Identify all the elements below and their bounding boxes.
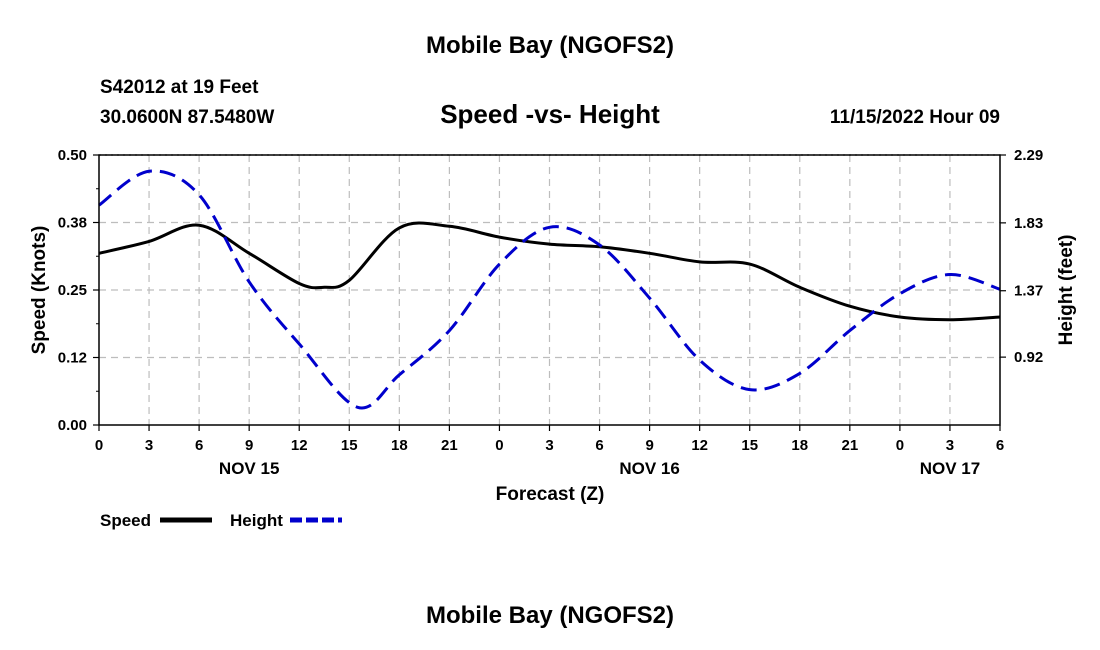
date-label: NOV 15 <box>219 459 279 478</box>
legend-height-label: Height <box>230 511 283 530</box>
x-tick-label: 12 <box>691 437 708 454</box>
x-tick-label: 0 <box>95 437 103 454</box>
x-tick-label: 6 <box>996 437 1004 454</box>
footer-title: Mobile Bay (NGOFS2) <box>425 602 675 629</box>
series-line-speed <box>98 221 1001 322</box>
date-label: NOV 16 <box>619 459 679 478</box>
y-tick-label-right: 0.92 <box>1014 349 1043 366</box>
grid <box>99 154 1000 425</box>
x-tick-label: 21 <box>841 437 858 454</box>
x-tick-label: 18 <box>791 437 808 454</box>
station-label: S42012 at 19 Feet <box>100 77 259 98</box>
chart-title: Mobile Bay (NGOFS2) <box>425 32 675 59</box>
x-tick-label: 3 <box>145 437 153 454</box>
x-tick-label: 0 <box>495 437 503 454</box>
y-tick-label-left: 0.12 <box>58 350 87 367</box>
x-tick-label: 6 <box>595 437 603 454</box>
y-axis-label-right: Height (feet) <box>1056 235 1077 346</box>
x-tick-label: 6 <box>195 437 203 454</box>
x-axis-label: Forecast (Z) <box>496 484 605 505</box>
y-tick-label-right: 1.83 <box>1014 215 1043 232</box>
date-label: NOV 17 <box>920 459 980 478</box>
x-tick-label: 21 <box>441 437 458 454</box>
y-tick-label-left: 0.38 <box>58 215 87 232</box>
series-layer <box>98 169 1001 410</box>
x-tick-label: 15 <box>341 437 358 454</box>
chart-subtitle: Speed -vs- Height <box>440 99 660 129</box>
y-tick-label-right: 2.29 <box>1014 147 1043 164</box>
y-tick-label-left: 0.25 <box>58 282 87 299</box>
x-tick-label: 9 <box>645 437 653 454</box>
y-tick-label-right: 1.37 <box>1014 283 1043 300</box>
series-line-height <box>98 169 1001 410</box>
y-axis-label-left: Speed (Knots) <box>29 226 50 355</box>
y-tick-label-left: 0.50 <box>58 147 87 164</box>
legend: Speed Height <box>100 511 342 530</box>
x-tick-label: 3 <box>946 437 954 454</box>
legend-speed-label: Speed <box>100 511 151 530</box>
x-tick-label: 3 <box>545 437 553 454</box>
y-tick-label-left: 0.00 <box>58 417 87 434</box>
x-tick-label: 9 <box>245 437 253 454</box>
coordinates-label: 30.0600N 87.5480W <box>100 107 275 128</box>
x-tick-label: 0 <box>896 437 904 454</box>
timestamp-label: 11/15/2022 Hour 09 <box>829 107 1000 128</box>
x-tick-label: 15 <box>741 437 758 454</box>
x-tick-label: 18 <box>391 437 408 454</box>
ticks: 0 3 6 9 12 15 18 21 0 3 6 9 12 15 18 21 0 3 6 NOV 15 NOV 16 N… <box>58 147 1043 478</box>
x-tick-label: 12 <box>291 437 308 454</box>
